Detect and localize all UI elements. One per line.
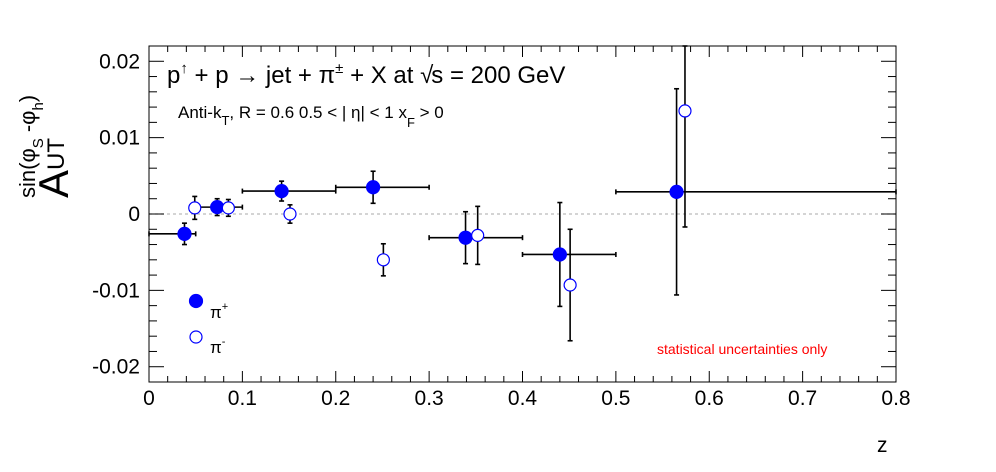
data-point-pi-minus (283, 207, 297, 221)
data-point-pi-minus (221, 201, 235, 215)
data-point-pi-plus (366, 180, 381, 195)
x-tick-label: 0.4 (508, 387, 538, 410)
x-tick-label: 0 (143, 387, 155, 410)
legend-marker-pi-plus (188, 293, 204, 309)
data-point-pi-plus (177, 226, 192, 241)
y-tick-label: 0.02 (99, 50, 140, 73)
x-tick-label: 0.2 (321, 387, 350, 410)
uncertainty-note: statistical uncertainties only (657, 341, 827, 357)
legend-label-pi-minus: π- (210, 336, 226, 357)
data-point-pi-minus (471, 228, 485, 242)
data-point-pi-minus (376, 253, 390, 267)
y-axis-label: AUT sin(φS -φh) (15, 95, 77, 198)
svg-text:sin(φS -φh): sin(φS -φh) (15, 95, 47, 198)
data-point-pi-plus (458, 230, 473, 245)
data-point-pi-plus (669, 184, 684, 199)
x-tick-label: 0.8 (881, 387, 910, 410)
y-tick-label: -0.02 (92, 356, 140, 379)
y-tick-label: 0 (128, 203, 140, 226)
legend: π+ π- (188, 293, 228, 357)
data-point-pi-plus (210, 200, 225, 215)
svg-text:AUT: AUT (30, 138, 77, 198)
x-tick-label: 0.1 (228, 387, 257, 410)
data-point-pi-plus (274, 183, 289, 199)
legend-marker-pi-minus (189, 330, 203, 344)
data-point-pi-minus (563, 278, 577, 292)
x-tick-label: 0.7 (788, 387, 817, 410)
x-axis-label: z (877, 434, 888, 457)
chart-subtitle: Anti-kT, R = 0.6 0.5 < | η| < 1 xF > 0 (178, 103, 444, 130)
chart-title: p↑ + p → jet + π± + X at √s = 200 GeV (167, 60, 565, 89)
data-point-pi-plus (552, 247, 567, 262)
y-tick-label: -0.01 (92, 279, 140, 302)
data-point-pi-minus (188, 201, 202, 215)
y-tick-label: 0.01 (99, 127, 140, 150)
x-tick-label: 0.5 (601, 387, 630, 410)
data-point-pi-minus (678, 104, 692, 118)
axes: 0 0.1 0.2 0.3 0.4 0.5 0.6 0.7 0.8 0.02 0.01 0 -0.01 -… (92, 45, 911, 410)
x-tick-label: 0.6 (695, 387, 724, 410)
x-tick-label: 0.3 (415, 387, 444, 410)
legend-label-pi-plus: π+ (210, 301, 228, 322)
